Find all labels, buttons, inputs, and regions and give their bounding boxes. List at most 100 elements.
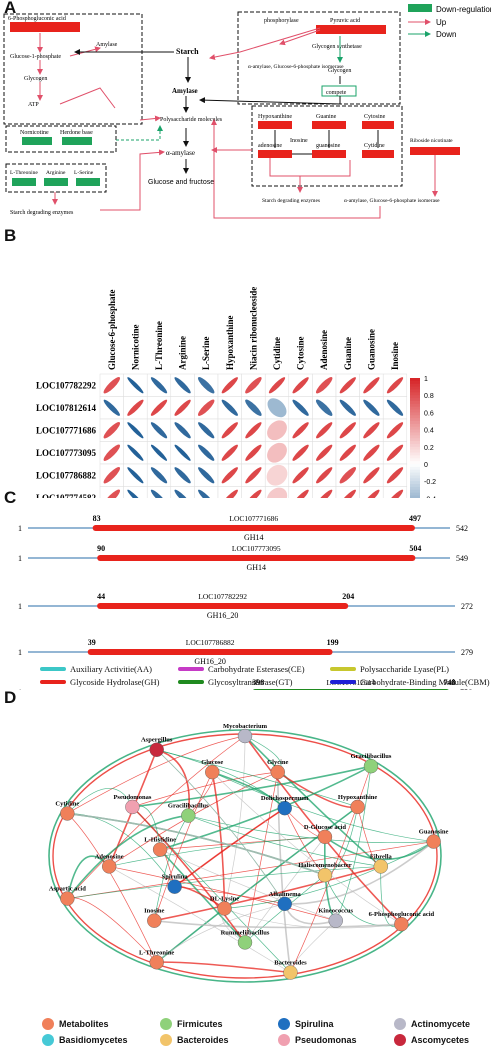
heatmap-ellipse xyxy=(103,399,120,416)
panel-b-letter: B xyxy=(4,226,17,245)
network-edge xyxy=(156,806,359,963)
network-edge xyxy=(188,815,434,844)
colorbar-segment xyxy=(410,466,420,471)
colorbar-segment xyxy=(410,429,420,434)
colorbar-segment xyxy=(410,486,420,491)
heatmap-ellipse xyxy=(266,464,288,486)
legend-label: Glycoside Hydrolase(GH) xyxy=(70,677,160,687)
heatmap-ellipse xyxy=(339,467,357,484)
gene-name-label: LOC107782292 xyxy=(198,592,247,601)
protein-length-label: 756 xyxy=(460,688,472,690)
network-edge xyxy=(159,765,372,851)
domain-family-label: GH14 xyxy=(247,563,267,572)
network-legend-item: Firmicutes xyxy=(160,1018,223,1030)
colorbar-segment xyxy=(410,418,420,422)
heatmap-ellipse xyxy=(197,377,215,394)
domain-end-label: 497 xyxy=(409,514,421,523)
herdone-label: Herdone base xyxy=(60,130,93,136)
heatmap-ellipse xyxy=(316,489,333,498)
domain-family-label: GH16_20 xyxy=(207,611,239,620)
network-node xyxy=(426,834,441,849)
heatmap-ellipse xyxy=(150,444,168,461)
network-node-label: 6-Phosphogluconic acid xyxy=(369,911,435,918)
heatmap-ellipse xyxy=(386,444,404,461)
network-edge xyxy=(109,771,278,867)
network-node-label: Gracilibacillus xyxy=(351,753,392,760)
heatmap-col-label: Nornicotine xyxy=(130,325,140,371)
heatmap-ellipse xyxy=(386,377,404,394)
heatmap-ellipse xyxy=(363,377,380,394)
network-edge xyxy=(224,841,434,909)
amylase-left: Amylase xyxy=(96,42,118,48)
nornicotine-label: Nornicotine xyxy=(20,130,49,136)
colorbar-segment xyxy=(410,389,420,393)
gene-name-label: LOC107786882 xyxy=(186,638,235,647)
legend-label: Auxiliary Activitie(AA) xyxy=(70,664,152,674)
legend-label: Spirulina xyxy=(295,1019,334,1029)
colorbar-segment xyxy=(410,415,420,419)
colorbar-segment xyxy=(410,398,420,402)
heatmap-ellipse xyxy=(103,422,121,439)
colorbar-segment xyxy=(410,421,420,425)
colorbar-segment xyxy=(410,441,420,445)
network-node-label: Hypoxanthine xyxy=(338,794,377,801)
legend-swatch xyxy=(178,667,204,671)
network-legend-item: Spirulina xyxy=(278,1018,334,1030)
colorbar-tick: 0.6 xyxy=(424,410,434,417)
heatmap-ellipse xyxy=(386,422,404,439)
heatmap-col-label: Arginine xyxy=(178,336,188,370)
network-node xyxy=(167,879,182,894)
protein-length-label: 279 xyxy=(461,648,473,657)
network-node-label: Mycobacterium xyxy=(223,723,268,730)
network-node-label: Guanosine xyxy=(419,829,449,836)
colorbar-segment xyxy=(410,406,420,411)
panel-d-letter: D xyxy=(4,688,17,707)
protein-length-label: 549 xyxy=(456,554,468,563)
network-edge xyxy=(212,771,402,925)
colorbar-segment xyxy=(410,446,420,451)
network-edge xyxy=(156,961,291,974)
legend-swatch xyxy=(178,680,204,684)
arginine-box xyxy=(44,178,68,186)
heatmap-ellipse xyxy=(174,444,191,461)
threonine-box xyxy=(12,178,36,186)
heatmap-ellipse xyxy=(245,422,262,439)
colorbar-segment xyxy=(410,432,420,436)
colorbar-segment xyxy=(410,475,420,479)
network-node-label: Adenosine xyxy=(95,853,124,860)
heatmap-ellipse xyxy=(127,422,144,439)
cazy-legend-item: Polysaccharide Lyase(PL) xyxy=(330,664,449,674)
heatmap-ellipse xyxy=(198,489,215,498)
domain-start-label: 398 xyxy=(252,678,264,687)
network-edge xyxy=(156,749,358,808)
heatmap-ellipse xyxy=(197,399,215,416)
starch-enzymes-right: Starch degrading enzymes xyxy=(262,198,320,204)
polysac-label: Polysaccharide molecules xyxy=(160,117,223,123)
legend-dot xyxy=(160,1034,172,1046)
starch-enzymes-left: Starch degrading enzymes xyxy=(10,210,74,216)
colorbar-tick: 0.8 xyxy=(424,393,434,400)
legend-label: Ascomycetes xyxy=(411,1035,470,1045)
heatmap-ellipse xyxy=(174,422,191,439)
colorbar-tick: -0.2 xyxy=(424,479,436,486)
heatmap-ellipse xyxy=(292,399,309,416)
protein-start-label: 1 xyxy=(18,524,22,533)
network-edge xyxy=(244,836,326,943)
network-node-label: Alkalinema xyxy=(269,891,302,898)
domain-family-label: GH16_20 xyxy=(194,657,226,666)
network-edge xyxy=(154,865,382,922)
atp-label: ATP xyxy=(28,102,39,108)
cytosine-box xyxy=(362,121,394,129)
domain-end-label: 748 xyxy=(443,678,455,687)
colorbar-segment xyxy=(410,378,420,382)
heatmap-ellipse xyxy=(174,467,191,484)
heatmap-ellipse xyxy=(150,489,168,498)
heatmap-col-label: Inosine xyxy=(390,342,400,370)
heatmap-ellipse xyxy=(103,489,121,498)
network-node xyxy=(60,806,75,821)
heatmap-ellipse xyxy=(174,377,191,394)
heatmap-ellipse xyxy=(127,489,144,498)
network-node-label: Aspartic acid xyxy=(49,886,86,893)
network-node-label: L-Threonine xyxy=(139,949,174,956)
network-edge xyxy=(156,903,285,963)
